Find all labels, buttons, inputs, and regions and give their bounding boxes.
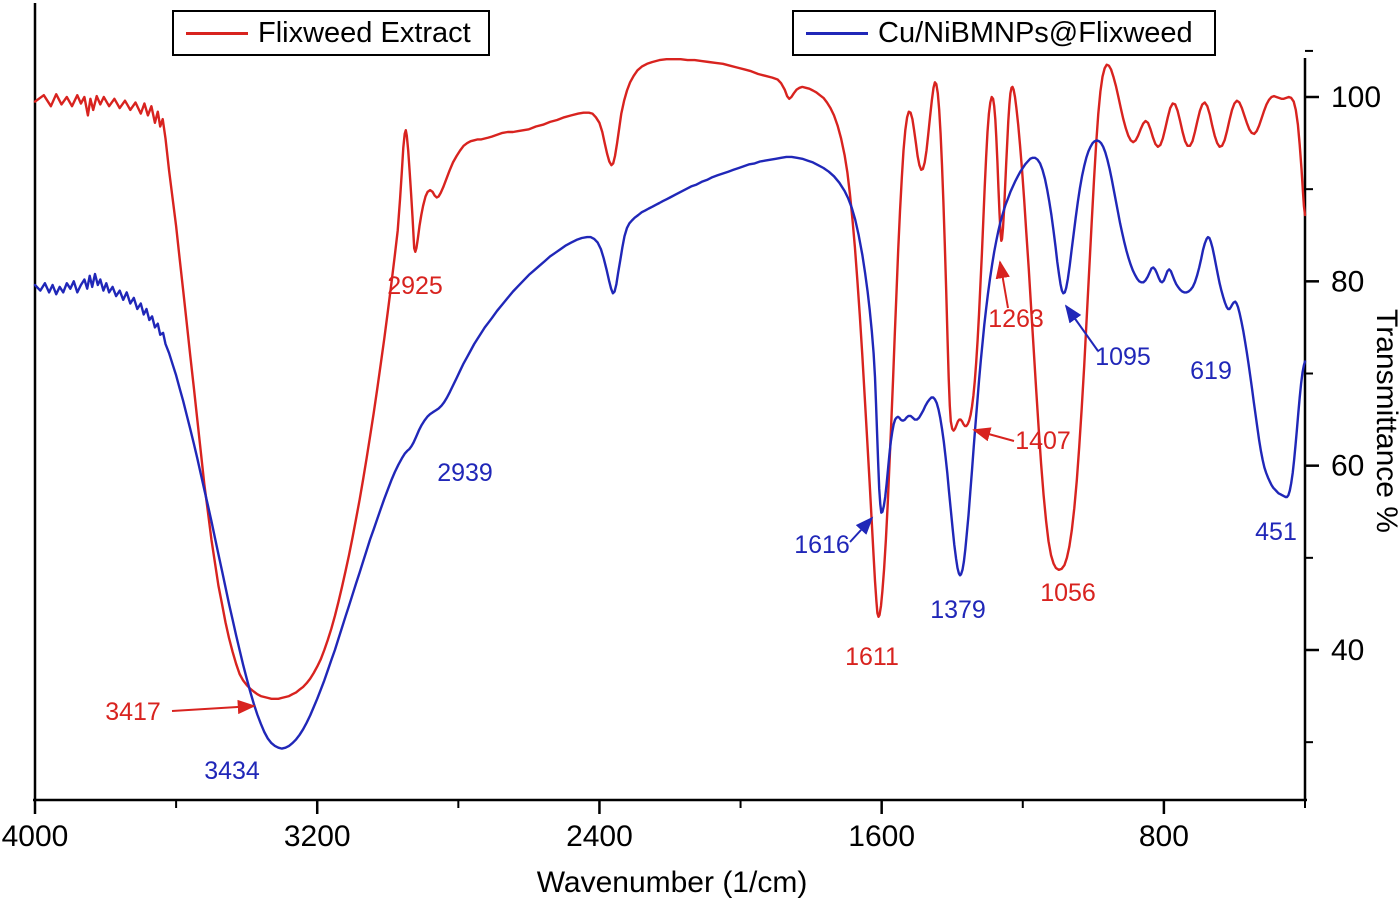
blue-curve-sample-line: [806, 31, 868, 35]
y-tick-label: 100: [1331, 81, 1381, 114]
annotation-label-2939: 2939: [437, 459, 493, 487]
annotation-arrow-1407: [972, 427, 1015, 442]
annotation-label-451: 451: [1255, 518, 1297, 546]
y-tick-label: 60: [1331, 450, 1364, 483]
legend-label-flixweed-extract: Flixweed Extract: [258, 16, 471, 49]
x-tick-label: 2400: [566, 820, 633, 853]
y-tick-label: 40: [1331, 634, 1364, 667]
x-tick-label: 4000: [2, 820, 69, 853]
legend-cu-nibmnps-flixweed: Cu/NiBMNPs@Flixweed: [792, 10, 1216, 56]
annotation-label-1611: 1611: [845, 643, 899, 671]
x-tick-label: 1600: [848, 820, 915, 853]
y-axis-title: Transmittance %: [1370, 309, 1400, 533]
x-axis-title: Wavenumber (1/cm): [536, 866, 808, 899]
annotation-label-2925: 2925: [387, 272, 443, 300]
legend-flixweed-extract: Flixweed Extract: [172, 10, 490, 56]
annotation-label-3417: 3417: [105, 698, 161, 726]
annotation-label-1095: 1095: [1095, 343, 1151, 371]
annotation-label-1263: 1263: [988, 305, 1044, 333]
annotation-label-1407: 1407: [1015, 427, 1071, 455]
annotation-label-1056: 1056: [1040, 579, 1096, 607]
red-curve-sample-line: [186, 31, 248, 35]
x-tick-label: 3200: [284, 820, 351, 853]
y-tick-label: 80: [1331, 265, 1364, 298]
legend-label-cu-nibmnps-flixweed: Cu/NiBMNPs@Flixweed: [878, 16, 1193, 49]
annotation-arrow-3417: [171, 699, 256, 715]
axes-layer: 4000 3200 2400 1600 800 100 80 60 40: [2, 3, 1381, 853]
annotation-label-1616: 1616: [794, 531, 850, 559]
annotation-label-619: 619: [1190, 357, 1232, 385]
annotation-label-1379: 1379: [930, 596, 986, 624]
x-tick-label: 800: [1139, 820, 1189, 853]
annotation-arrow-1263: [995, 260, 1010, 309]
series-layer: [33, 58, 1307, 750]
annotation-arrow-1616: [849, 516, 874, 543]
series-line-0: [33, 58, 1307, 700]
series-line-1: [33, 139, 1307, 750]
annotation-layer: 2925 3417 1611 1407 1263 1056 2939 3434 1616 1379…: [105, 260, 1297, 785]
annotation-arrow-1095: [1064, 304, 1099, 352]
annotation-label-3434: 3434: [204, 757, 260, 785]
